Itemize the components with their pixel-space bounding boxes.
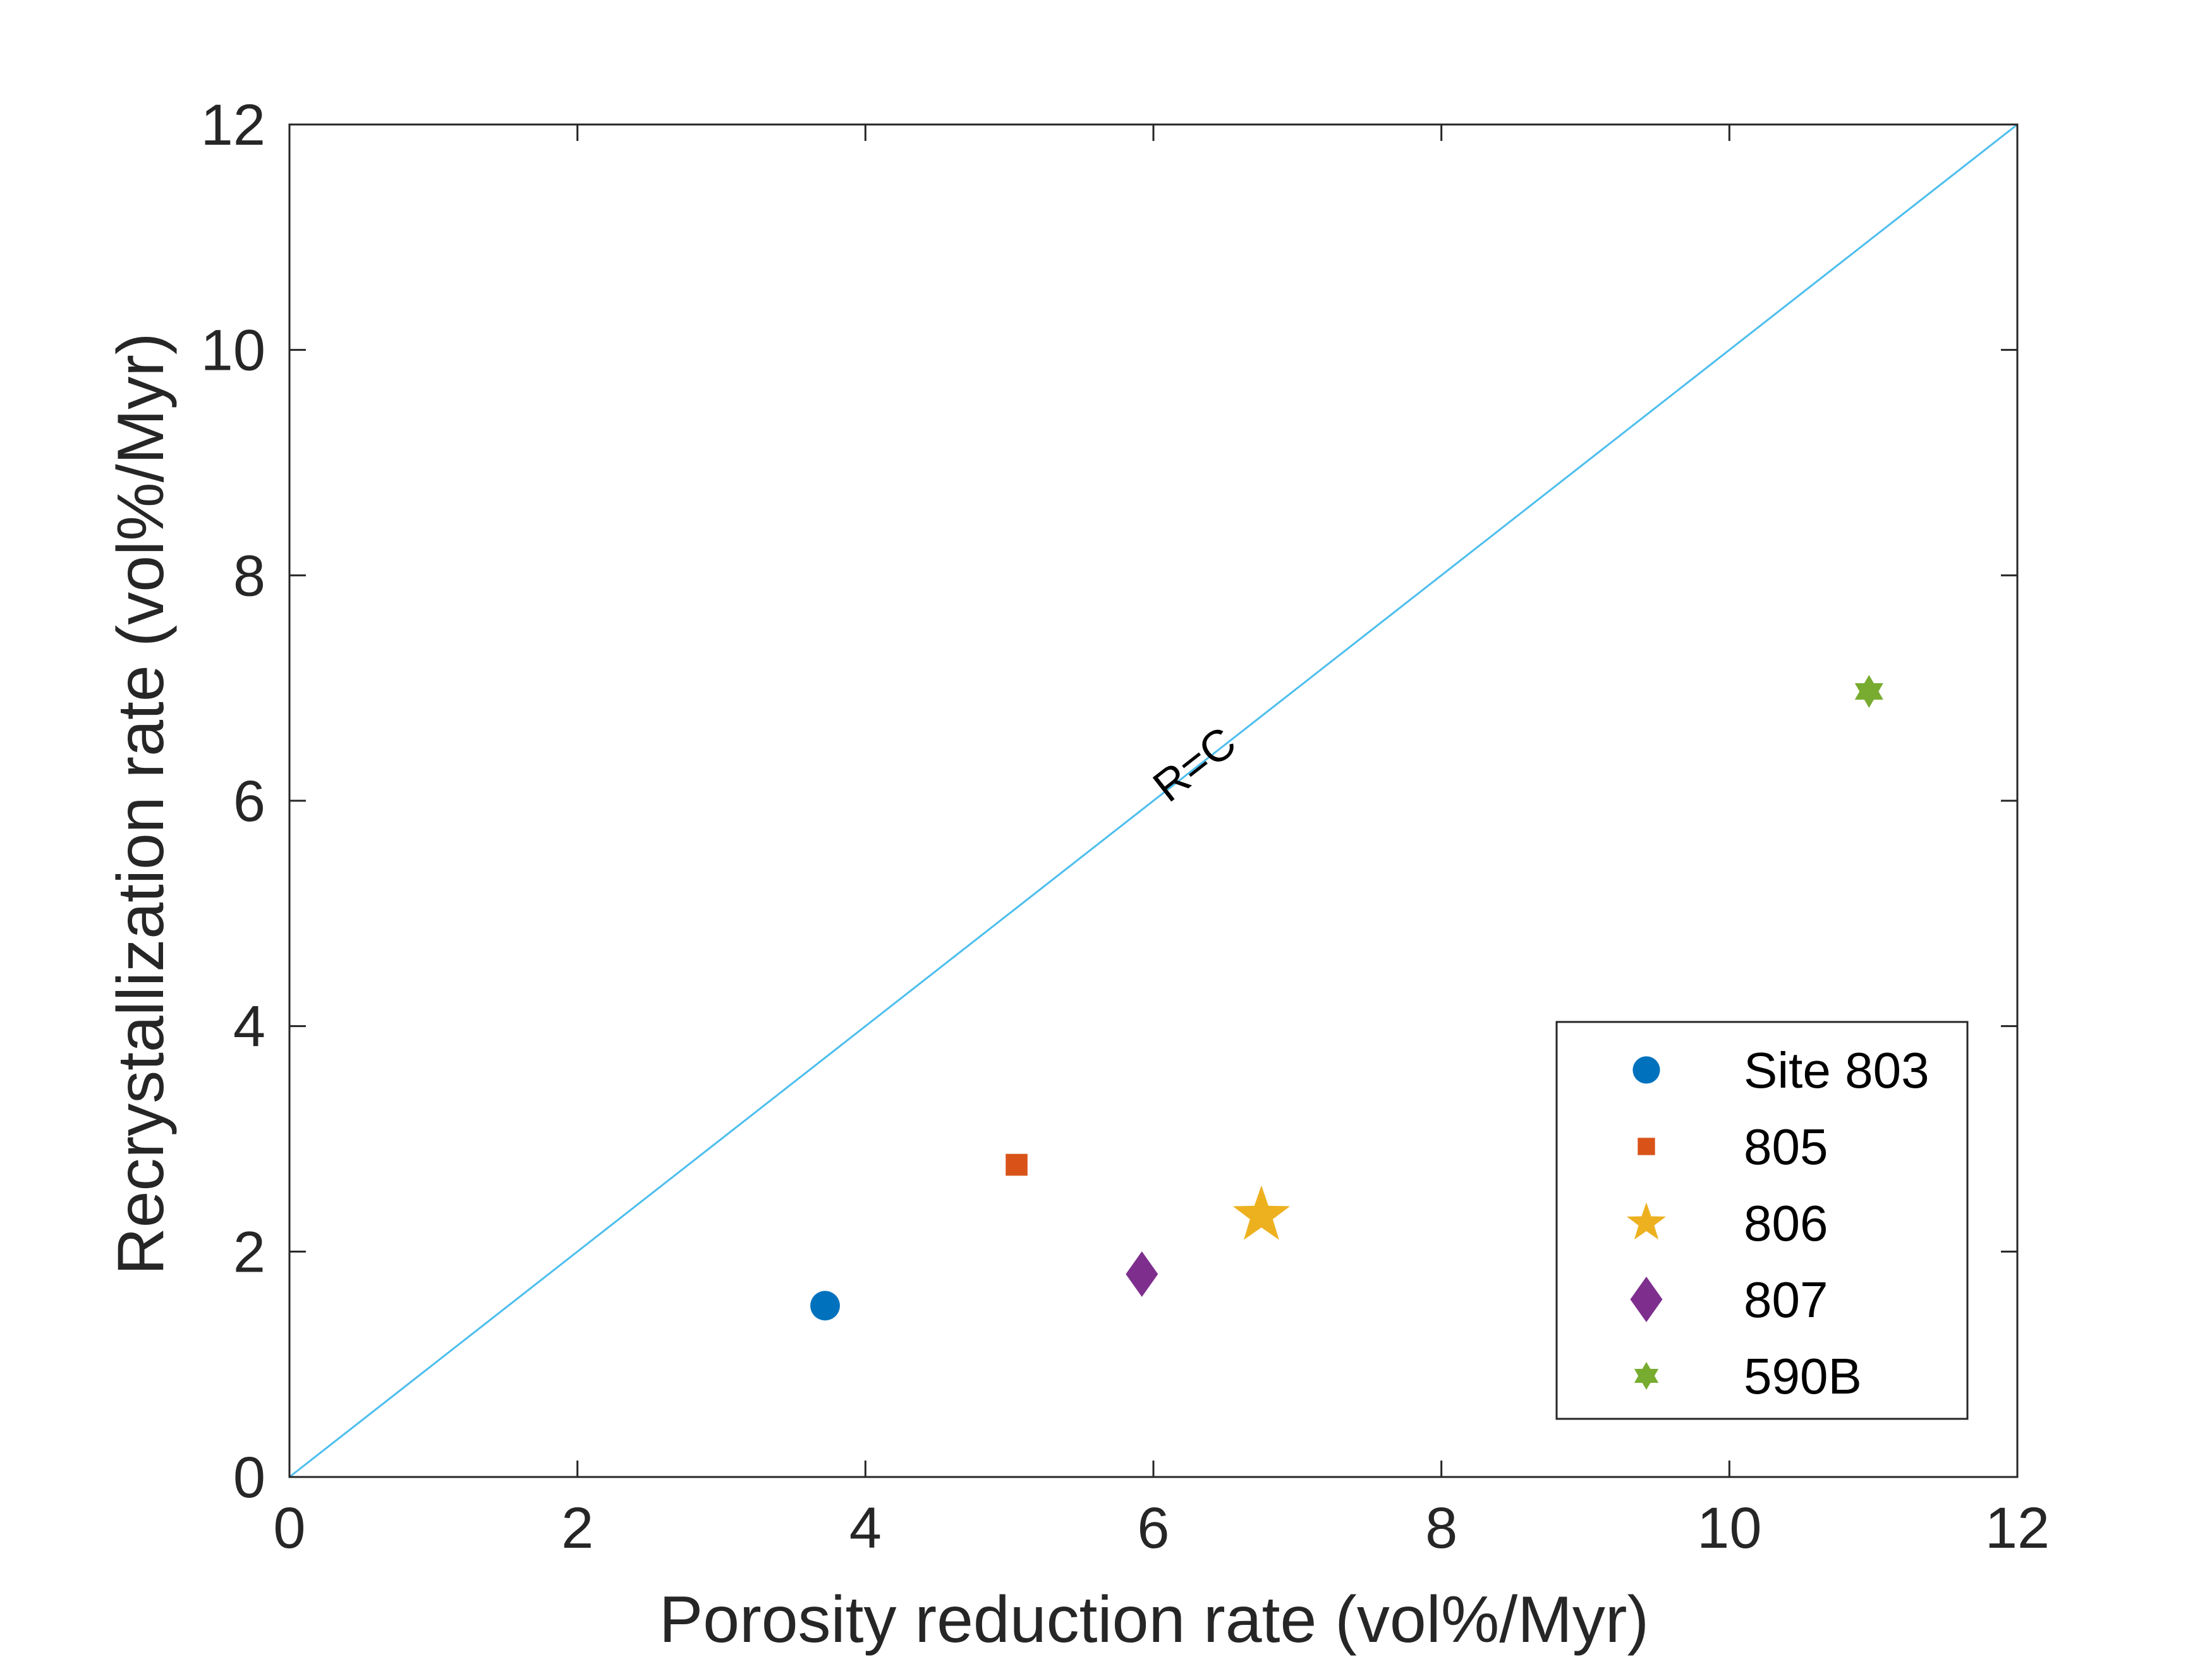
data-point-590b [1854,675,1883,708]
y-tick-label: 6 [233,769,265,834]
axes: 0 2 4 6 8 10 12 0 2 4 6 8 10 12 [201,93,2050,1560]
legend-marker-807 [1630,1277,1663,1322]
reference-line-r-equals-c [289,123,2018,1478]
y-tick-label: 2 [233,1220,265,1284]
data-point-site-803 [810,1291,840,1321]
data-point-806 [1232,1185,1291,1240]
x-tick-label: 4 [849,1496,882,1560]
x-tick-label: 2 [561,1496,593,1560]
y-tick-label: 0 [233,1445,265,1510]
x-axis-label: Porosity reduction rate (vol%/Myr) [659,1583,1649,1656]
legend-label: 806 [1744,1195,1828,1251]
x-tick-label: 12 [1985,1496,2050,1560]
x-tick-label: 8 [1425,1496,1457,1560]
legend-marker-590b [1634,1362,1659,1390]
legend-label: 807 [1744,1272,1828,1328]
data-point-807 [1126,1251,1158,1297]
data-point-805 [1006,1153,1028,1176]
y-tick-label: 8 [233,544,265,608]
y-tick-label: 12 [201,93,265,157]
y-tick-label: 10 [201,319,265,383]
y-axis-label: Recrystallization rate (vol%/Myr) [104,333,178,1275]
x-tick-label: 10 [1697,1496,1761,1560]
y-tick-label: 4 [233,995,265,1059]
legend-marker-805 [1638,1138,1655,1155]
legend-marker-806 [1627,1202,1666,1240]
legend: Site 803 805 806 807 590B [1555,1021,1969,1420]
legend-marker-site-803 [1632,1056,1660,1084]
legend-box [1555,1021,1969,1420]
x-tick-label: 6 [1137,1496,1169,1560]
x-tick-label: 0 [273,1496,305,1560]
legend-label: 590B [1744,1348,1862,1404]
legend-label: Site 803 [1744,1042,1929,1098]
legend-label: 805 [1744,1119,1828,1175]
